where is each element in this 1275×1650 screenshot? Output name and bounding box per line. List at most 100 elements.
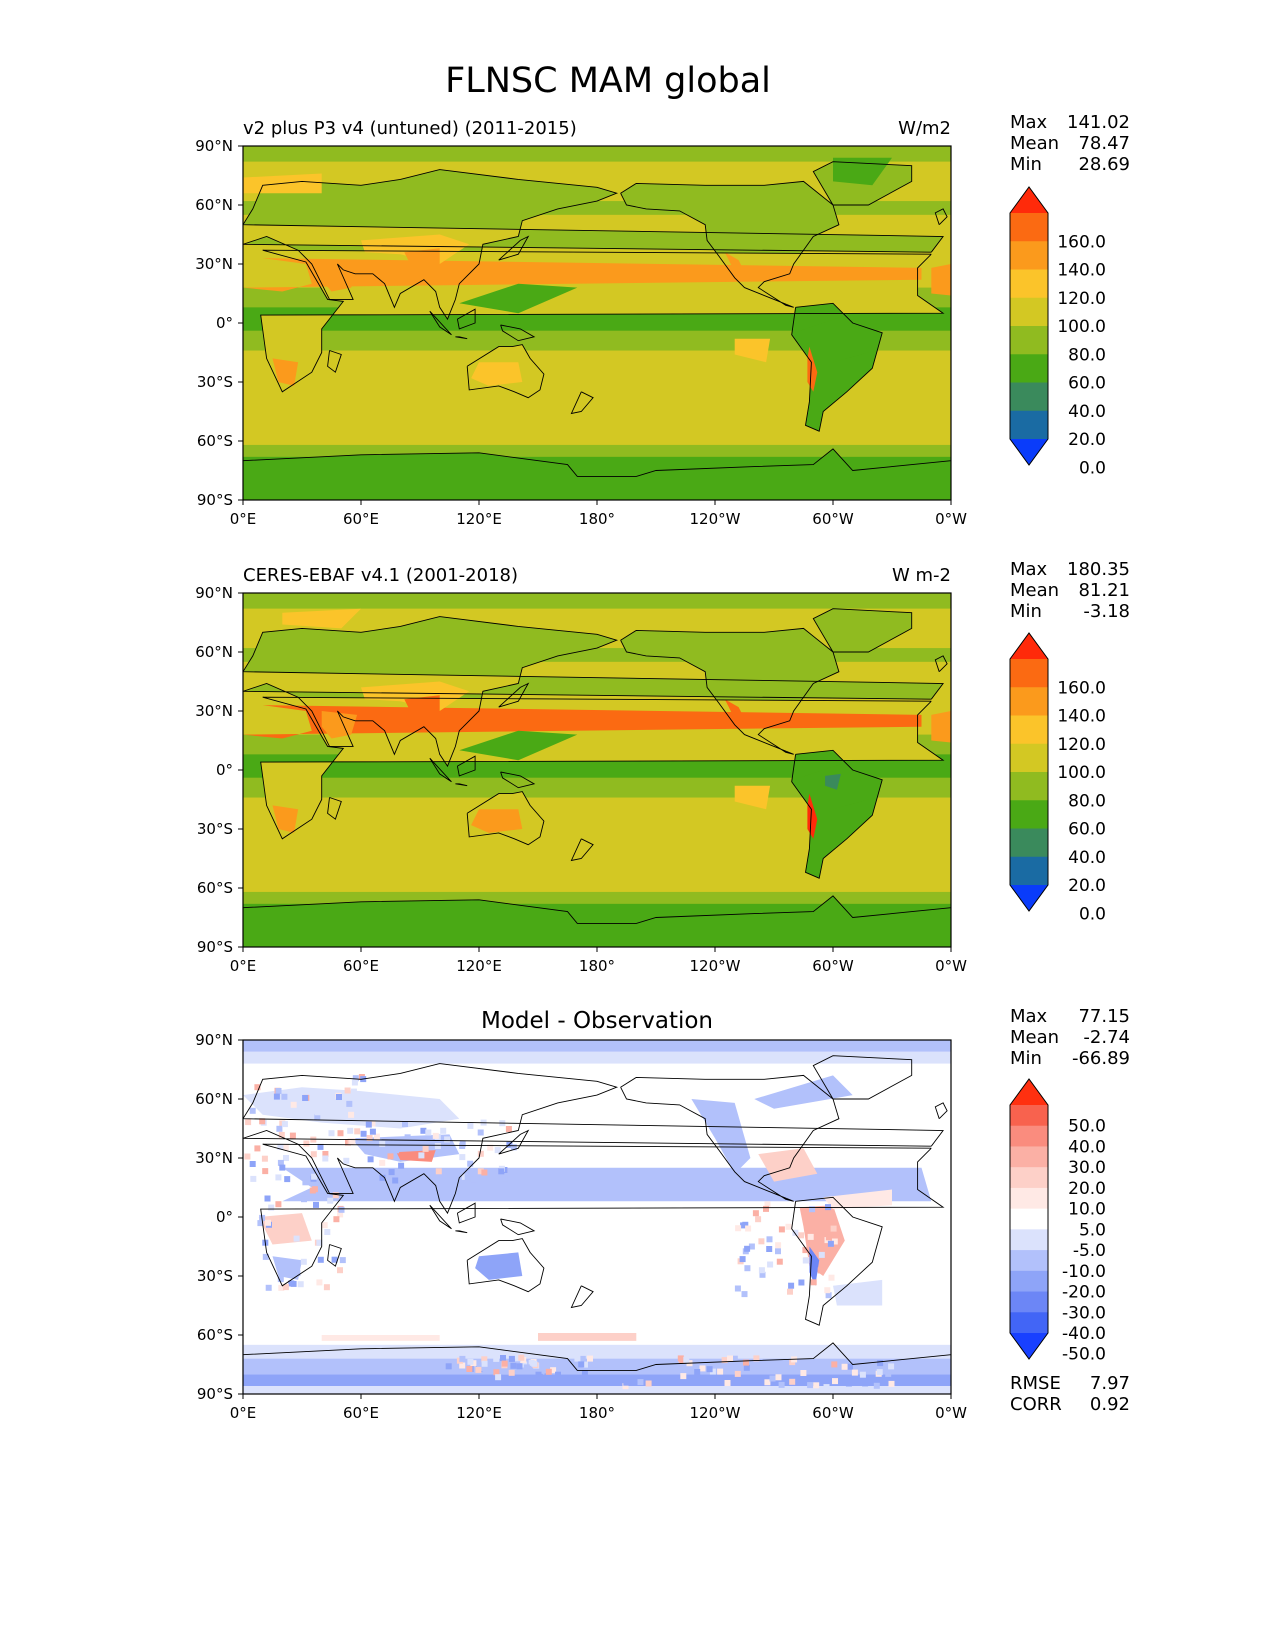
lon-tick-label: 120°W — [690, 510, 741, 528]
field-speckle — [828, 1274, 835, 1281]
field-speckle — [387, 1153, 394, 1160]
field-speckle — [637, 1379, 644, 1386]
field-speckle — [284, 1176, 291, 1183]
field-speckle — [324, 1229, 331, 1235]
stat-mean-value: 78.47 — [1078, 133, 1130, 154]
field-region — [396, 1150, 436, 1162]
coastline — [570, 838, 594, 862]
field-region — [807, 346, 818, 392]
colorbar-segment — [1010, 354, 1048, 383]
coastline — [570, 391, 594, 415]
field-speckle — [328, 1130, 335, 1137]
field-speckle — [314, 1109, 321, 1116]
field-speckle — [282, 1144, 289, 1151]
field-speckle — [724, 1380, 731, 1386]
coastline — [498, 235, 530, 261]
field-speckle — [753, 1355, 760, 1362]
colorbar-label: 140.0 — [1057, 261, 1106, 281]
field-region — [471, 809, 523, 833]
field-speckle — [741, 1291, 748, 1298]
field-region — [321, 711, 358, 739]
field-speckle — [510, 1144, 517, 1151]
field-region — [734, 338, 771, 363]
field-speckle — [327, 1197, 334, 1204]
field-speckle — [339, 1257, 346, 1264]
coastline — [243, 895, 951, 947]
colorbar-label: 50.0 — [1068, 1117, 1106, 1137]
coastline — [243, 1342, 951, 1394]
field-speckle — [535, 1366, 542, 1373]
colorbar-segment — [1010, 1167, 1048, 1189]
field-speckle — [494, 1147, 501, 1154]
field-speckle — [245, 1119, 252, 1126]
field-speckle — [348, 1111, 355, 1118]
field-region — [734, 785, 771, 810]
lon-tick-label: 120°W — [690, 1404, 741, 1422]
lat-tick-label: 90°N — [195, 584, 233, 602]
field-speckle — [645, 1380, 652, 1387]
colorbar-label: 160.0 — [1057, 232, 1106, 252]
field-speckle — [257, 1220, 264, 1227]
field-speckle — [748, 1243, 755, 1250]
stat-min-value: 28.69 — [1078, 154, 1130, 175]
field-speckle — [764, 1201, 771, 1208]
field-region — [833, 1279, 883, 1306]
field-speckle — [314, 1113, 321, 1120]
field-speckle — [851, 1369, 858, 1376]
field-speckle — [301, 1196, 307, 1203]
field-region — [459, 730, 578, 761]
field-speckle — [420, 1127, 427, 1134]
field-speckle — [743, 1364, 750, 1371]
field-speckle — [775, 1248, 781, 1255]
field-speckle — [254, 1084, 261, 1091]
coastline — [498, 682, 530, 708]
field-region — [321, 1335, 440, 1341]
field-speckle — [277, 1143, 284, 1150]
colorbar-label: 100.0 — [1057, 317, 1106, 337]
stat-mean-label: Mean — [1010, 133, 1059, 154]
field-speckle — [467, 1160, 474, 1167]
lon-tick-label: 60°W — [812, 957, 854, 975]
field-speckle — [734, 1285, 741, 1292]
colorbar-label: 20.0 — [1068, 1179, 1106, 1199]
colorbar-segment — [1010, 1146, 1048, 1168]
lon-tick-label: 120°E — [456, 957, 502, 975]
lon-tick-label: 0°E — [230, 957, 257, 975]
stat-min-value: -3.18 — [1083, 601, 1130, 622]
colorbar-segment — [1010, 1250, 1048, 1272]
field-speckle — [731, 1355, 738, 1362]
field-region — [691, 1099, 751, 1174]
coastline — [243, 448, 951, 500]
field-speckle — [500, 1355, 506, 1361]
field-band — [243, 444, 951, 457]
colorbar-label: 100.0 — [1057, 763, 1106, 783]
field-speckle — [275, 1088, 282, 1094]
field-speckle — [379, 1174, 386, 1181]
field-speckle — [278, 1284, 285, 1291]
field-speckle — [250, 1175, 257, 1182]
colorbar-segment — [1010, 326, 1048, 355]
field-speckle — [810, 1279, 817, 1286]
field-speckle — [347, 1127, 354, 1134]
field-speckle — [775, 1374, 782, 1381]
lat-tick-label: 90°S — [197, 938, 233, 956]
lon-tick-label: 120°E — [456, 510, 502, 528]
colorbar-segment — [1010, 743, 1048, 773]
field-region — [459, 283, 578, 314]
field-speckle — [477, 1150, 484, 1157]
field-speckle — [717, 1368, 724, 1375]
field-speckle — [365, 1121, 372, 1128]
colorbar-label: 160.0 — [1057, 678, 1106, 698]
field-band — [243, 593, 951, 609]
panel-units: W/m2 — [898, 118, 951, 139]
field-band — [243, 891, 951, 904]
field-speckle — [792, 1229, 799, 1236]
colorbar-segment — [1010, 1229, 1048, 1251]
lon-tick-label: 0°E — [230, 510, 257, 528]
colorbar-segment — [1010, 772, 1048, 801]
field-speckle — [294, 1270, 301, 1277]
map-area — [243, 1040, 951, 1394]
field-speckle — [477, 1168, 484, 1175]
lat-tick-label: 30°N — [195, 1149, 233, 1167]
field-speckle — [418, 1152, 425, 1159]
